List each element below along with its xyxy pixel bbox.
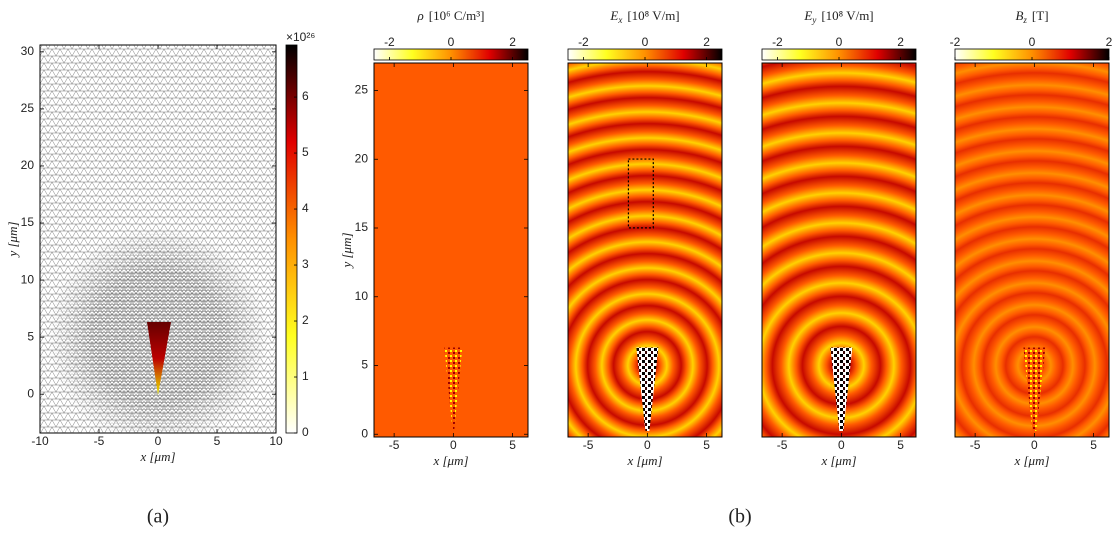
source-cone xyxy=(1023,347,1046,431)
x-tick-label: -5 xyxy=(583,438,594,452)
x-axis-label: x [μm] xyxy=(139,449,175,464)
title-subscript: y xyxy=(811,15,816,25)
y-tick-label: 10 xyxy=(355,289,369,303)
colorbar-tick-label: 0 xyxy=(302,425,309,439)
x-axis-label: x [μm] xyxy=(626,453,662,468)
x-tick-label: 5 xyxy=(897,438,904,452)
colorbar-tick-label: 2 xyxy=(509,35,516,49)
title-subscript: z xyxy=(1022,15,1027,25)
colorbar-tick-label: -2 xyxy=(578,35,589,49)
x-tick-label: 5 xyxy=(703,438,710,452)
y-tick-label: 5 xyxy=(361,358,368,372)
x-axis-label: x [μm] xyxy=(432,453,468,468)
x-tick-label: 0 xyxy=(838,438,845,452)
y-tick-label: 0 xyxy=(361,426,368,440)
x-axis-label: x [μm] xyxy=(1013,453,1049,468)
y-tick-label: 20 xyxy=(355,151,369,165)
colorbar-tick-label: -2 xyxy=(384,35,395,49)
caption: (a) xyxy=(147,506,169,528)
x-tick-label: 10 xyxy=(269,434,283,448)
title-unit: [10⁶ C/m³] xyxy=(429,8,485,23)
colorbar-title: Bz [T] xyxy=(1015,8,1048,25)
region-box xyxy=(627,158,654,229)
title-symbol: B xyxy=(1015,8,1023,23)
colorbar-tick-label: 0 xyxy=(1029,35,1036,49)
colorbar-multiplier: ×10²⁶ xyxy=(286,30,315,44)
title-symbol: E xyxy=(609,8,618,23)
x-tick-label: 0 xyxy=(155,434,162,448)
y-tick-label: 10 xyxy=(21,272,35,286)
colorbar-tick-label: 6 xyxy=(302,89,309,103)
x-tick-label: -5 xyxy=(777,438,788,452)
colorbar-title: Ey [10⁸ V/m] xyxy=(803,8,873,25)
colorbar-tick-label: -2 xyxy=(772,35,783,49)
colorbar-tick-label: 5 xyxy=(302,145,309,159)
colorbar-tick-label: 2 xyxy=(302,313,309,327)
colorbar-title: Ex [10⁸ V/m] xyxy=(609,8,679,25)
title-symbol: E xyxy=(803,8,812,23)
y-tick-label: 15 xyxy=(355,220,369,234)
colorbar-tick-label: 2 xyxy=(703,35,710,49)
frame xyxy=(373,62,529,438)
field-map xyxy=(955,63,1109,437)
field-map xyxy=(568,63,722,437)
y-tick-label: 5 xyxy=(27,329,34,343)
caption: (b) xyxy=(728,506,751,528)
x-tick-label: 5 xyxy=(509,438,516,452)
title-unit: [10⁸ V/m] xyxy=(821,8,873,23)
frame xyxy=(567,62,723,438)
y-tick-label: 30 xyxy=(21,44,35,58)
field-map xyxy=(762,63,916,437)
field-map xyxy=(374,63,528,437)
colorbar-tick-label: 1 xyxy=(302,369,309,383)
frame xyxy=(761,62,917,438)
x-tick-label: -5 xyxy=(970,438,981,452)
y-tick-label: 25 xyxy=(355,83,369,97)
source-cone xyxy=(830,347,853,431)
y-axis-label: y [μm] xyxy=(339,232,354,269)
title-symbol: ρ xyxy=(417,8,424,23)
x-tick-label: -5 xyxy=(389,438,400,452)
colorbar-tick-label: 0 xyxy=(642,35,649,49)
x-tick-label: 0 xyxy=(1031,438,1038,452)
colorbar xyxy=(285,44,298,434)
y-axis-label: y [μm] xyxy=(5,221,20,258)
frame xyxy=(954,62,1110,438)
x-tick-label: 5 xyxy=(1090,438,1097,452)
colorbar-title: ρ [10⁶ C/m³] xyxy=(417,8,485,23)
colorbar-tick-label: 3 xyxy=(302,257,309,271)
x-tick-label: 5 xyxy=(214,434,221,448)
y-tick-label: 20 xyxy=(21,158,35,172)
y-tick-label: 25 xyxy=(21,101,35,115)
title-unit: [10⁸ V/m] xyxy=(627,8,679,23)
colorbar-tick-label: 4 xyxy=(302,201,309,215)
source-cone xyxy=(636,347,659,431)
x-tick-label: 0 xyxy=(450,438,457,452)
y-tick-label: 0 xyxy=(27,386,34,400)
colorbar-tick-label: 0 xyxy=(836,35,843,49)
colorbar-tick-label: 2 xyxy=(897,35,904,49)
colorbar-tick-label: -2 xyxy=(950,35,961,49)
x-tick-label: -5 xyxy=(94,434,105,448)
x-tick-label: -10 xyxy=(31,434,49,448)
density-cone xyxy=(147,322,171,395)
y-tick-label: 15 xyxy=(21,215,35,229)
colorbar-tick-label: 2 xyxy=(1106,35,1113,49)
charge-cone xyxy=(444,347,463,429)
x-tick-label: 0 xyxy=(644,438,651,452)
colorbar-tick-label: 0 xyxy=(448,35,455,49)
title-unit: [T] xyxy=(1032,8,1049,23)
title-subscript: x xyxy=(617,15,622,25)
x-axis-label: x [μm] xyxy=(820,453,856,468)
